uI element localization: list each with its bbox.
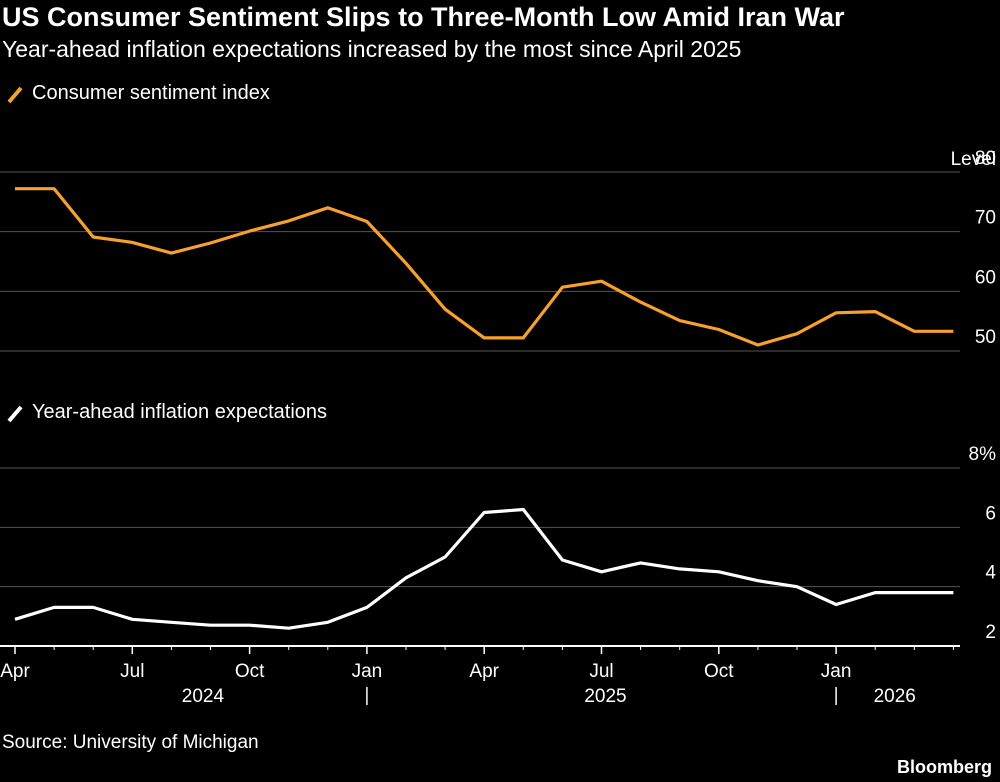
inflation-point — [522, 508, 525, 511]
chart-subtitle: Year-ahead inflation expectations increa… — [2, 36, 742, 62]
y-tick-label: 2 — [985, 622, 996, 643]
sentiment-line — [15, 187, 954, 347]
sentiment-point — [639, 301, 642, 304]
sentiment-point — [170, 252, 173, 255]
inflation-point — [209, 624, 212, 627]
year-label: 2026 — [874, 686, 916, 707]
sentiment-point — [913, 330, 916, 333]
legend-sentiment: Consumer sentiment index — [4, 82, 270, 105]
sentiment-point — [717, 328, 720, 331]
inflation-point — [678, 567, 681, 570]
inflation-point — [600, 570, 603, 573]
sentiment-point — [522, 336, 525, 339]
inflation-point — [561, 558, 564, 561]
legend-sentiment-swatch-icon — [7, 86, 23, 103]
sentiment-point — [874, 310, 877, 313]
sentiment-point — [952, 330, 955, 333]
inflation-point — [405, 576, 408, 579]
inflation-point — [326, 621, 329, 624]
inflation-point — [53, 606, 56, 609]
sentiment-point — [756, 344, 759, 347]
x-tick-label: Jul — [120, 661, 144, 682]
legend-sentiment-label: Consumer sentiment index — [32, 82, 270, 104]
legend-inflation: Year-ahead inflation expectations — [4, 401, 327, 424]
x-tick-label: Jan — [352, 661, 383, 682]
sentiment-point — [14, 187, 17, 190]
inflation-point — [483, 511, 486, 514]
y-tick-label: 80 — [975, 148, 996, 169]
y-tick-label: 60 — [975, 267, 996, 288]
inflation-point — [835, 603, 838, 606]
y-tick-label: 70 — [975, 208, 996, 229]
x-tick-label: Apr — [0, 661, 30, 682]
x-tick-label: Jan — [821, 661, 852, 682]
sentiment-point — [483, 336, 486, 339]
legend-inflation-label: Year-ahead inflation expectations — [32, 401, 328, 423]
y-unit-label: Level — [951, 149, 996, 170]
legend-inflation-swatch-icon — [7, 405, 23, 422]
source-note: Source: University of Michigan — [2, 732, 259, 753]
y-tick-label: 8% — [969, 444, 997, 465]
sentiment-point — [835, 311, 838, 314]
x-tick-label: Oct — [235, 661, 265, 682]
inflation-point — [248, 624, 251, 627]
inflation-line — [14, 507, 954, 630]
inflation-point — [365, 606, 368, 609]
inflation-point — [756, 579, 759, 582]
inflation-point — [874, 591, 877, 594]
bloomberg-logo: Bloomberg — [896, 757, 992, 777]
inflation-point — [717, 570, 720, 573]
year-label: 2025 — [584, 686, 626, 707]
inflation-point — [639, 561, 642, 564]
x-tick-label: Apr — [469, 661, 499, 682]
sentiment-point — [678, 319, 681, 322]
inflation-point — [287, 627, 290, 630]
y-tick-label: 6 — [985, 503, 996, 524]
inflation-point — [131, 618, 134, 621]
inflation-point — [444, 556, 447, 559]
sentiment-point — [561, 286, 564, 289]
sentiment-point — [248, 230, 251, 233]
sentiment-point — [131, 241, 134, 244]
sentiment-point — [92, 236, 95, 239]
inflation-point — [796, 585, 799, 588]
inflation-point — [170, 621, 173, 624]
sentiment-point — [405, 262, 408, 265]
sentiment-point — [287, 219, 290, 222]
x-tick-label: Jul — [589, 661, 613, 682]
inflation-point — [913, 591, 916, 594]
sentiment-point — [600, 280, 603, 283]
y-tick-label: 50 — [975, 327, 996, 348]
chart-title: US Consumer Sentiment Slips to Three-Mon… — [2, 2, 845, 32]
inflation-point — [952, 591, 955, 594]
inflation-point — [14, 618, 17, 621]
sentiment-point — [53, 187, 56, 190]
inflation-point — [92, 606, 95, 609]
x-tick-label: Oct — [704, 661, 734, 682]
sentiment-point — [796, 332, 799, 335]
y-tick-label: 4 — [985, 563, 996, 584]
sentiment-point — [209, 242, 212, 245]
sentiment-point — [326, 206, 329, 209]
sentiment-point — [444, 308, 447, 311]
year-label: 2024 — [182, 686, 225, 707]
sentiment-point — [365, 220, 368, 223]
